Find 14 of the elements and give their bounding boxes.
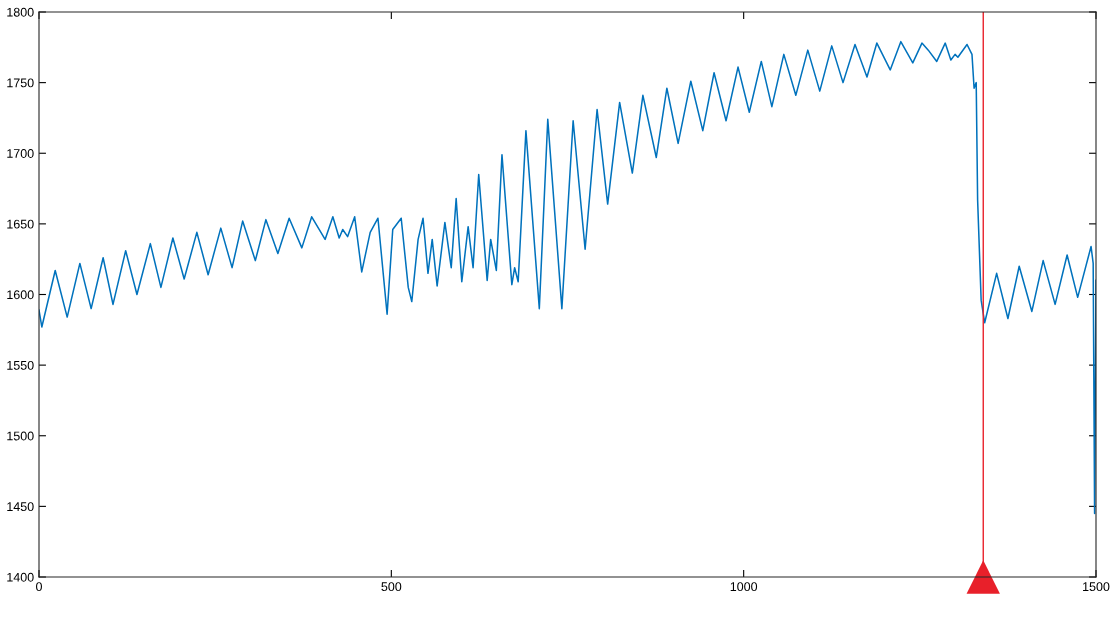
x-tick-label: 1000: [730, 582, 758, 592]
y-tick-label: 1400: [7, 572, 34, 582]
y-tick-label: 1550: [7, 360, 34, 370]
y-tick-label: 1500: [7, 431, 34, 441]
x-tick-label: 1500: [1083, 582, 1110, 592]
y-tick-label: 1450: [7, 502, 34, 512]
y-tick-label: 1750: [7, 78, 34, 88]
line-series: [39, 40, 1096, 515]
y-tick-label: 1800: [7, 7, 34, 17]
y-tick-label: 1600: [7, 290, 34, 300]
x-tick-label: 500: [381, 582, 402, 592]
y-tick-label: 1700: [7, 149, 34, 158]
x-tick-label: 0: [36, 582, 42, 592]
y-tick-label: 1650: [7, 219, 34, 229]
